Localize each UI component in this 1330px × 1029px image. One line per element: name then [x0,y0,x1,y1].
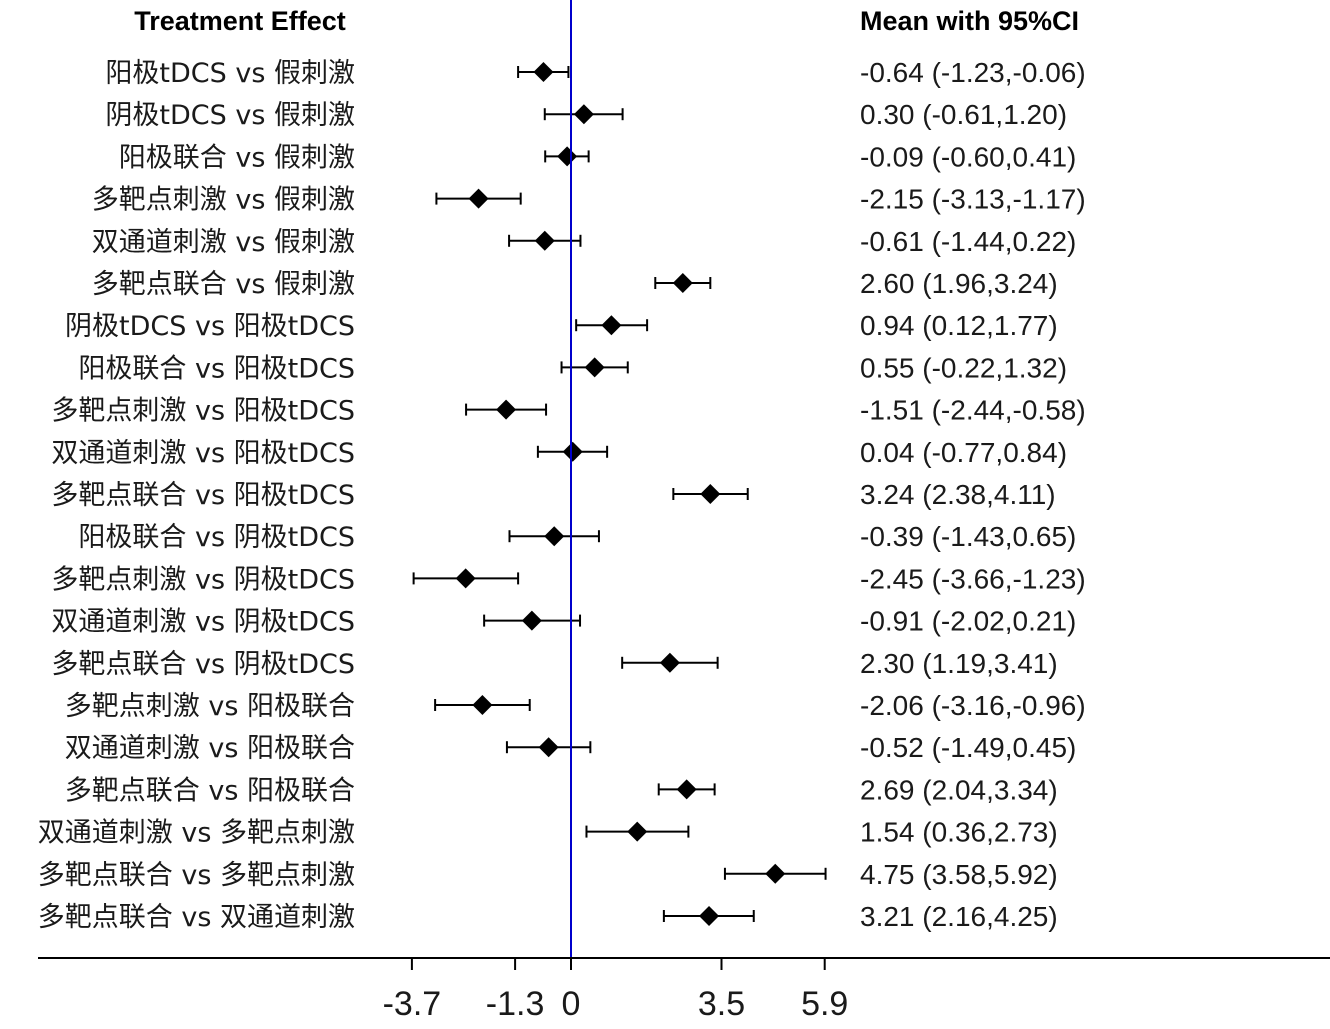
x-axis-ticks: -3.7 -1.3 0 3.5 5.9 [383,958,848,1023]
ci-value-text: 3.24 (2.38,4.11) [860,479,1056,510]
comparison-label: 双通道刺激 vs 多靶点刺激 [38,818,355,849]
forest-row: 阴极tDCS vs 假刺激 0.30 (-0.61,1.20) [105,99,1067,131]
mean-diamond-marker [472,695,493,715]
mean-diamond-marker [496,399,517,420]
mean-diamond-marker [573,104,594,125]
forest-row: 双通道刺激 vs 阴极tDCS -0.91 (-2.02,0.21) [51,606,1076,638]
comparison-label: 多靶点联合 vs 阳极联合 [65,775,355,806]
comparison-label: 双通道刺激 vs 阳极联合 [65,733,355,764]
forest-row: 阳极联合 vs 假刺激 -0.09 (-0.60,0.41) [119,141,1077,173]
ci-value-text: 0.94 (0.12,1.77) [860,310,1058,341]
comparison-label: 多靶点刺激 vs 阳极联合 [65,691,355,722]
rows-layer: 阳极tDCS vs 假刺激 -0.64 (-1.23,-0.06) 阴极tDCS v… [38,57,1086,933]
comparison-label: 双通道刺激 vs 假刺激 [92,227,355,258]
forest-row: 多靶点刺激 vs 阴极tDCS -2.45 (-3.66,-1.23) [51,563,1085,595]
ci-value-text: -2.06 (-3.16,-0.96) [860,690,1086,721]
forest-row: 双通道刺激 vs 阳极联合 -0.52 (-1.49,0.45) [65,732,1077,764]
mean-diamond-marker [601,315,622,336]
comparison-label: 阳极tDCS vs 假刺激 [105,58,355,89]
ci-value-text: 2.60 (1.96,3.24) [860,268,1058,299]
ci-value-text: 0.30 (-0.61,1.20) [860,99,1067,130]
comparison-label: 多靶点联合 vs 多靶点刺激 [38,860,355,891]
ci-value-text: 1.54 (0.36,2.73) [860,817,1058,848]
forest-row: 阳极联合 vs 阳极tDCS 0.55 (-0.22,1.32) [78,352,1067,384]
ci-value-text: -0.09 (-0.60,0.41) [860,141,1076,172]
mean-diamond-marker [557,146,578,167]
ci-value-text: -0.39 (-1.43,0.65) [860,521,1076,552]
x-tick-label: 5.9 [801,985,848,1023]
forest-row: 阳极联合 vs 阴极tDCS -0.39 (-1.43,0.65) [78,521,1076,553]
ci-value-text: -0.91 (-2.02,0.21) [860,606,1076,637]
comparison-label: 多靶点联合 vs 阴极tDCS [51,649,355,680]
ci-value-text: 3.21 (2.16,4.25) [860,901,1058,932]
mean-diamond-marker [676,779,697,800]
x-tick-label: 3.5 [698,985,745,1023]
forest-row: 阴极tDCS vs 阳极tDCS 0.94 (0.12,1.77) [65,310,1058,342]
mean-diamond-marker [672,273,693,293]
mean-diamond-marker [562,441,583,462]
comparison-label: 多靶点联合 vs 阳极tDCS [51,480,355,511]
mean-diamond-marker [627,821,648,842]
forest-row: 多靶点联合 vs 多靶点刺激 4.75 (3.58,5.92) [38,859,1058,891]
comparison-label: 多靶点联合 vs 假刺激 [92,269,355,300]
x-tick-label: -1.3 [486,985,545,1023]
mean-diamond-marker [544,526,565,547]
ci-value-text: 0.04 (-0.77,0.84) [860,437,1067,468]
x-tick-label: -3.7 [383,985,442,1023]
ci-value-text: 2.69 (2.04,3.34) [860,774,1058,805]
mean-diamond-marker [534,230,555,251]
mean-diamond-marker [468,188,489,209]
forest-row: 多靶点刺激 vs 阳极联合 -2.06 (-3.16,-0.96) [65,690,1086,722]
ci-value-text: -0.64 (-1.23,-0.06) [860,57,1086,88]
forest-row: 多靶点联合 vs 阳极联合 2.69 (2.04,3.34) [65,774,1058,806]
mean-diamond-marker [659,652,680,673]
comparison-label: 多靶点联合 vs 双通道刺激 [38,902,355,933]
mean-diamond-marker [765,863,786,884]
mean-diamond-marker [521,610,542,631]
forest-row: 多靶点联合 vs 双通道刺激 3.21 (2.16,4.25) [38,901,1058,933]
comparison-label: 阴极tDCS vs 阳极tDCS [65,311,355,342]
ci-value-text: -2.45 (-3.66,-1.23) [860,563,1086,594]
ci-value-text: 2.30 (1.19,3.41) [860,648,1058,679]
mean-diamond-marker [700,484,721,504]
mean-diamond-marker [533,62,554,82]
x-tick-label: 0 [562,985,581,1023]
comparison-label: 阴极tDCS vs 假刺激 [105,100,355,131]
mean-diamond-marker [538,737,559,758]
forest-row: 双通道刺激 vs 假刺激 -0.61 (-1.44,0.22) [92,226,1077,258]
forest-row: 多靶点联合 vs 阳极tDCS 3.24 (2.38,4.11) [51,479,1055,511]
comparison-label: 阳极联合 vs 阴极tDCS [78,522,355,553]
forest-row: 多靶点联合 vs 阴极tDCS 2.30 (1.19,3.41) [51,648,1057,680]
forest-row: 多靶点刺激 vs 假刺激 -2.15 (-3.13,-1.17) [92,184,1086,216]
forest-row: 双通道刺激 vs 多靶点刺激 1.54 (0.36,2.73) [38,817,1058,849]
ci-value-text: -0.61 (-1.44,0.22) [860,226,1076,257]
mean-diamond-marker [584,357,605,378]
comparison-label: 阳极联合 vs 假刺激 [119,142,355,173]
mean-diamond-marker [699,906,720,926]
comparison-label: 多靶点刺激 vs 阴极tDCS [51,564,355,595]
right-header: Mean with 95%CI [860,6,1079,36]
ci-value-text: -0.52 (-1.49,0.45) [860,732,1076,763]
comparison-label: 阳极联合 vs 阳极tDCS [78,353,355,384]
forest-row: 多靶点刺激 vs 阳极tDCS -1.51 (-2.44,-0.58) [51,395,1085,427]
ci-value-text: -2.15 (-3.13,-1.17) [860,184,1086,215]
comparison-label: 双通道刺激 vs 阳极tDCS [51,438,355,469]
comparison-label: 多靶点刺激 vs 阳极tDCS [51,396,355,427]
comparison-label: 双通道刺激 vs 阴极tDCS [51,607,355,638]
forest-row: 多靶点联合 vs 假刺激 2.60 (1.96,3.24) [92,268,1058,300]
ci-value-text: 4.75 (3.58,5.92) [860,859,1058,890]
comparison-label: 多靶点刺激 vs 假刺激 [92,185,355,216]
left-header: Treatment Effect [134,6,346,36]
mean-diamond-marker [455,568,476,589]
forest-row: 阳极tDCS vs 假刺激 -0.64 (-1.23,-0.06) [105,57,1085,89]
ci-value-text: 0.55 (-0.22,1.32) [860,352,1067,383]
ci-value-text: -1.51 (-2.44,-0.58) [860,395,1086,426]
forest-row: 双通道刺激 vs 阳极tDCS 0.04 (-0.77,0.84) [51,437,1067,469]
